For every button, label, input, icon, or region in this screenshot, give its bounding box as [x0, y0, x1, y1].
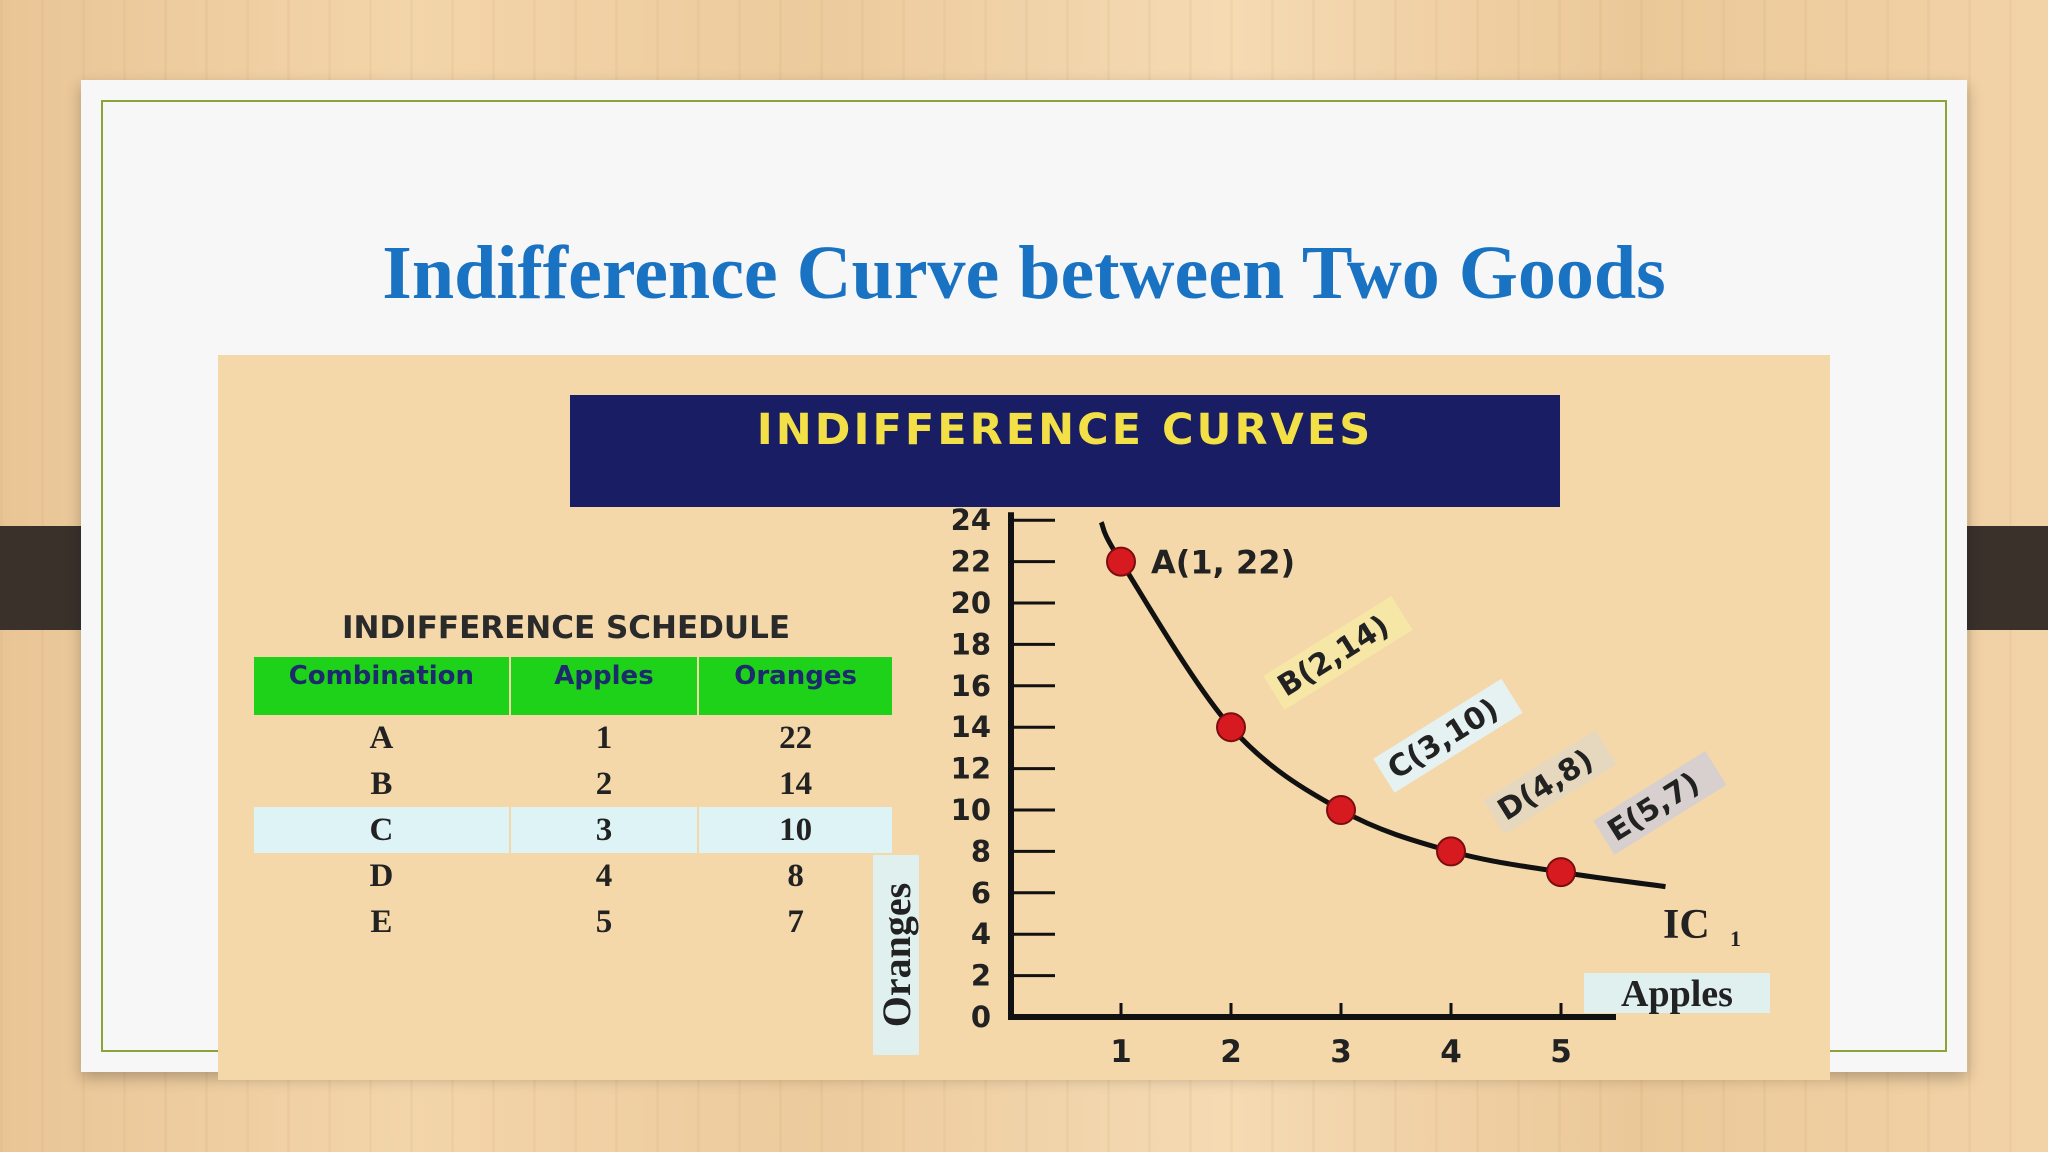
x-tick-label: 4 — [1440, 1034, 1462, 1070]
data-point — [1106, 546, 1136, 577]
point-label-a: A(1, 22) — [1151, 544, 1295, 582]
y-tick-label: 12 — [951, 752, 991, 786]
slide-title: Indifference Curve between Two Goods — [382, 231, 1666, 315]
schedule-header-row: Combination Apples Oranges — [254, 657, 892, 715]
point-label-box — [1593, 750, 1727, 855]
schedule-table: Combination Apples Oranges A 1 22 B 2 14… — [254, 657, 892, 945]
cell-combination: B — [254, 761, 511, 807]
y-tick-label: 14 — [951, 710, 991, 744]
cell-oranges: 14 — [779, 765, 813, 802]
point-label-group: B(2,14) — [1263, 595, 1413, 710]
table-row: B 2 14 — [254, 761, 892, 807]
x-tick-label: 3 — [1330, 1034, 1352, 1070]
cell-oranges: 22 — [779, 719, 813, 756]
banner-text: INDIFFERENCE CURVES — [756, 405, 1374, 455]
cell-oranges: 8 — [787, 857, 804, 894]
point-label-group: C(3,10) — [1373, 678, 1523, 793]
y-tick-label: 0 — [971, 1000, 991, 1034]
x-axis-label-box — [1584, 973, 1770, 1013]
cell-combination: C — [254, 807, 511, 853]
point-label-group: D(4,8) — [1483, 730, 1617, 835]
data-point — [1216, 712, 1246, 743]
header-oranges: Oranges — [698, 657, 892, 715]
data-point — [1546, 857, 1576, 888]
table-row: D 4 8 — [254, 853, 892, 899]
header-apples: Apples — [509, 657, 700, 715]
point-label-box — [1373, 678, 1523, 793]
x-tick-label: 2 — [1220, 1034, 1242, 1070]
cell-apples: 4 — [509, 853, 700, 899]
cell-combination: E — [254, 899, 511, 945]
curve-label-subscript: 1 — [1730, 926, 1741, 951]
cell-combination: A — [254, 715, 511, 761]
y-axis-label-box — [873, 855, 919, 1055]
table-row: A 1 22 — [254, 715, 892, 761]
y-tick-label: 24 — [951, 503, 991, 537]
point-label-box — [1483, 730, 1617, 835]
y-axis-label: Oranges — [874, 883, 919, 1027]
y-tick-label: 6 — [971, 876, 991, 910]
indifference-image: INDIFFERENCE CURVES INDIFFERENCE SCHEDUL… — [218, 355, 1830, 1080]
banner: INDIFFERENCE CURVES — [570, 395, 1560, 507]
y-tick-label: 22 — [951, 545, 991, 579]
header-combination: Combination — [254, 657, 511, 715]
point-label: B(2,14) — [1272, 608, 1396, 704]
table-row: E 5 7 — [254, 899, 892, 945]
cell-combination: D — [254, 853, 511, 899]
y-tick-label: 20 — [951, 586, 991, 620]
cell-apples: 3 — [509, 807, 700, 853]
y-tick-label: 16 — [951, 669, 991, 703]
y-tick-label: 8 — [971, 834, 991, 868]
x-tick-label: 5 — [1550, 1034, 1572, 1070]
data-point — [1326, 795, 1356, 825]
table-row-highlighted: C 3 10 — [254, 807, 892, 853]
cell-apples: 5 — [509, 899, 700, 945]
cell-oranges: 10 — [698, 807, 892, 853]
y-tick-label: 10 — [951, 793, 991, 827]
x-axis-label: Apples — [1621, 973, 1733, 1015]
point-label-group: E(5,7) — [1593, 750, 1727, 855]
cell-oranges: 7 — [787, 903, 804, 940]
point-label: C(3,10) — [1382, 692, 1505, 787]
cell-apples: 2 — [509, 761, 700, 807]
point-label-box — [1263, 595, 1413, 710]
y-tick-label: 18 — [951, 627, 991, 661]
curve-label: IC — [1663, 902, 1710, 948]
data-point — [1436, 836, 1466, 867]
y-tick-label: 4 — [971, 917, 991, 951]
x-tick-label: 1 — [1110, 1034, 1132, 1070]
schedule-title: INDIFFERENCE SCHEDULE — [341, 610, 791, 646]
cell-apples: 1 — [509, 715, 700, 761]
y-tick-label: 2 — [971, 959, 991, 993]
